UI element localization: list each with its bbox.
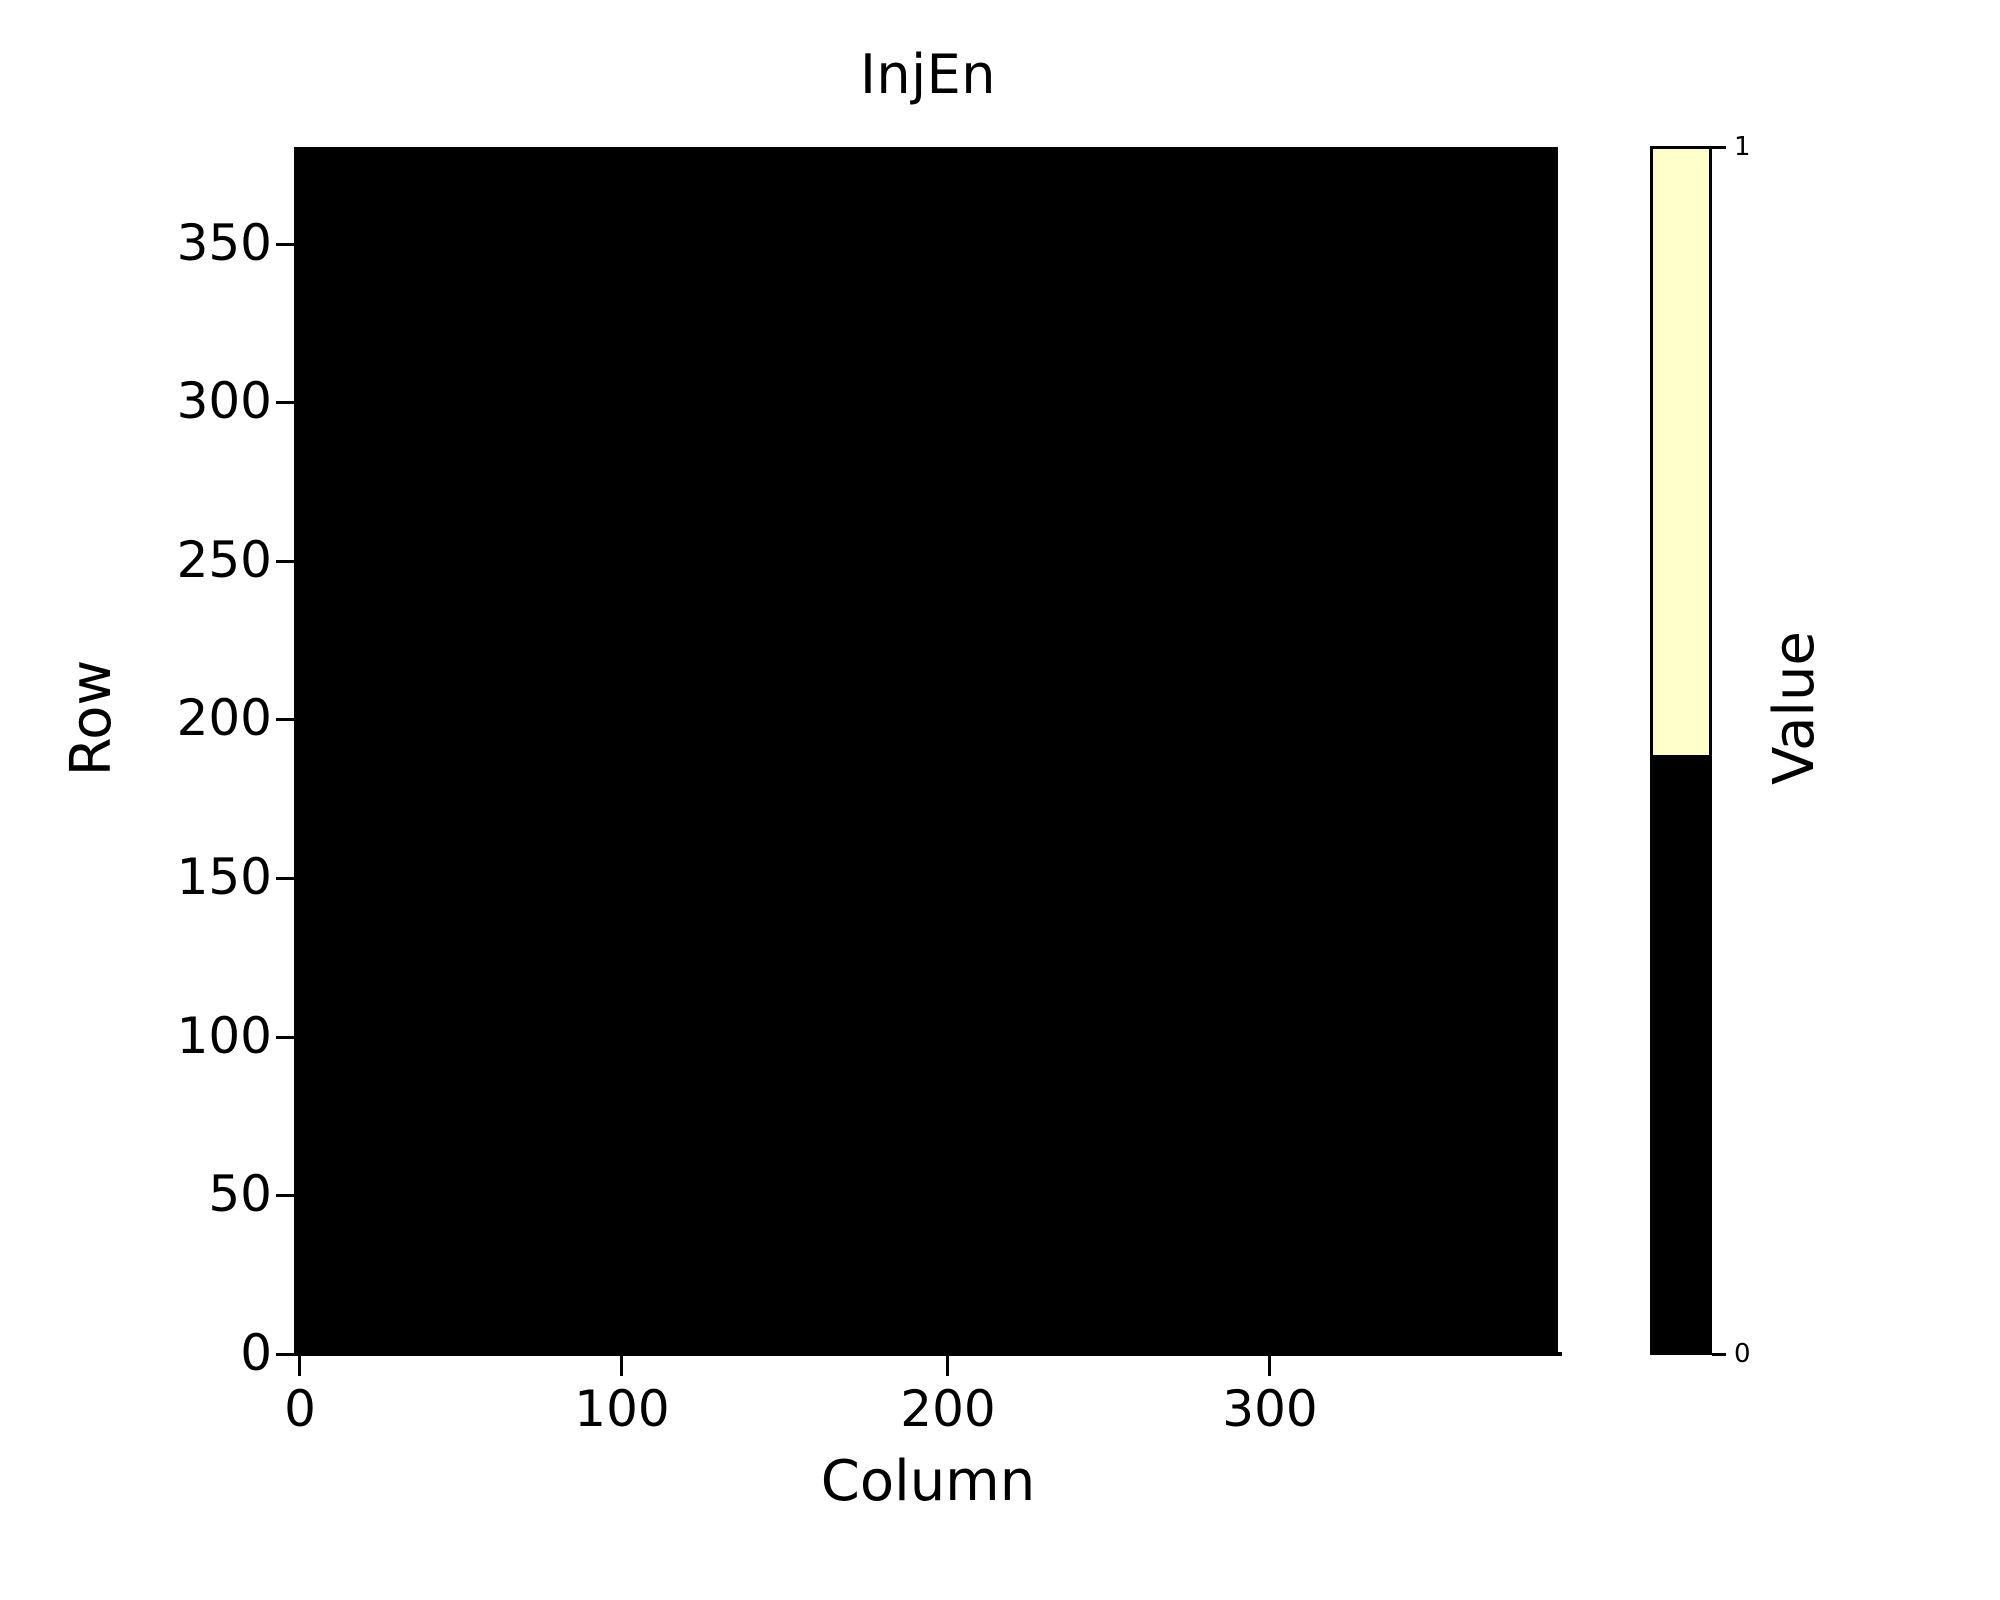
y-tick-mark — [276, 877, 296, 880]
y-tick-mark — [276, 718, 296, 721]
y-tick-mark — [276, 1353, 296, 1356]
heatmap-axes[interactable] — [298, 147, 1558, 1355]
y-tick-label: 50 — [208, 1165, 272, 1223]
colorbar[interactable] — [1650, 146, 1712, 1355]
colorbar-tick-mark — [1712, 146, 1726, 149]
colorbar-tick-label: 1 — [1734, 132, 1751, 162]
colorbar-low-band — [1653, 755, 1709, 1352]
x-tick-mark — [946, 1356, 949, 1376]
x-tick-mark — [620, 1356, 623, 1376]
y-tick-mark — [276, 243, 296, 246]
y-tick-mark — [276, 560, 296, 563]
y-tick-label: 350 — [176, 214, 272, 272]
x-tick-label: 200 — [900, 1380, 996, 1438]
colorbar-high-band — [1653, 149, 1709, 756]
y-tick-label: 250 — [176, 531, 272, 589]
y-tick-mark — [276, 1036, 296, 1039]
x-axis-spine — [294, 1352, 1562, 1356]
x-axis-label: Column — [820, 1449, 1036, 1514]
y-axis-label: Row — [59, 659, 124, 777]
y-axis-spine — [294, 147, 298, 1356]
x-tick-label: 0 — [284, 1380, 316, 1438]
x-tick-label: 300 — [1222, 1380, 1318, 1438]
y-tick-label: 300 — [176, 372, 272, 430]
y-tick-label: 0 — [240, 1324, 272, 1382]
x-tick-label: 100 — [574, 1380, 670, 1438]
y-tick-label: 200 — [176, 689, 272, 747]
x-tick-mark — [298, 1356, 301, 1376]
y-tick-label: 100 — [176, 1007, 272, 1065]
y-tick-label: 150 — [176, 848, 272, 906]
colorbar-label: Value — [1762, 631, 1827, 785]
colorbar-tick-label: 0 — [1734, 1339, 1751, 1369]
y-tick-mark — [276, 1194, 296, 1197]
colorbar-tick-mark — [1712, 1353, 1726, 1356]
x-tick-mark — [1268, 1356, 1271, 1376]
page-title: InjEn — [860, 43, 996, 106]
heatmap-image — [298, 147, 1558, 1355]
y-tick-mark — [276, 401, 296, 404]
